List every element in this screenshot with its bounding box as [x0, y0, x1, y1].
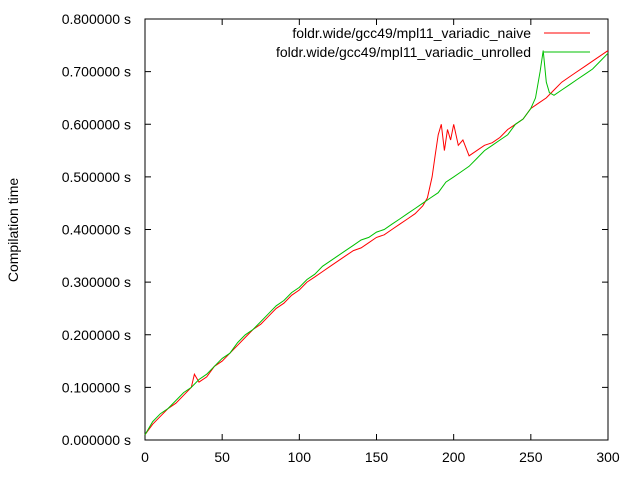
y-tick-label: 0.300000 s: [62, 274, 131, 290]
x-tick-label: 50: [214, 449, 230, 465]
x-tick-label: 100: [288, 449, 312, 465]
x-tick-label: 0: [141, 449, 149, 465]
y-axis-ticks: 0.000000 s 0.100000 s 0.200000 s 0.300000 s…: [62, 11, 608, 448]
y-tick-label: 0.600000 s: [62, 116, 131, 132]
series-layer: [144, 50, 609, 435]
x-tick-label: 150: [365, 449, 389, 465]
y-axis-label: Compilation time: [5, 178, 21, 282]
y-tick-label: 0.800000 s: [62, 11, 131, 27]
series-line-2: [144, 50, 609, 435]
y-tick-label: 0.400000 s: [62, 222, 131, 238]
x-axis-ticks: 0 50 100 150 200 250 300: [141, 19, 620, 465]
y-tick-label: 0.700000 s: [62, 64, 131, 80]
y-tick-label: 0.200000 s: [62, 327, 131, 343]
legend-label-2: foldr.wide/gcc49/mpl11_variadic_unrolled: [276, 44, 531, 60]
legend: foldr.wide/gcc49/mpl11_variadic_naivefol…: [276, 25, 590, 60]
legend-label-1: foldr.wide/gcc49/mpl11_variadic_naive: [292, 25, 531, 41]
series-line-1: [144, 50, 609, 435]
x-tick-label: 200: [442, 449, 466, 465]
x-tick-label: 300: [596, 449, 620, 465]
y-tick-label: 0.000000 s: [62, 432, 131, 448]
x-tick-label: 250: [519, 449, 543, 465]
y-tick-label: 0.500000 s: [62, 169, 131, 185]
y-tick-label: 0.100000 s: [62, 379, 131, 395]
